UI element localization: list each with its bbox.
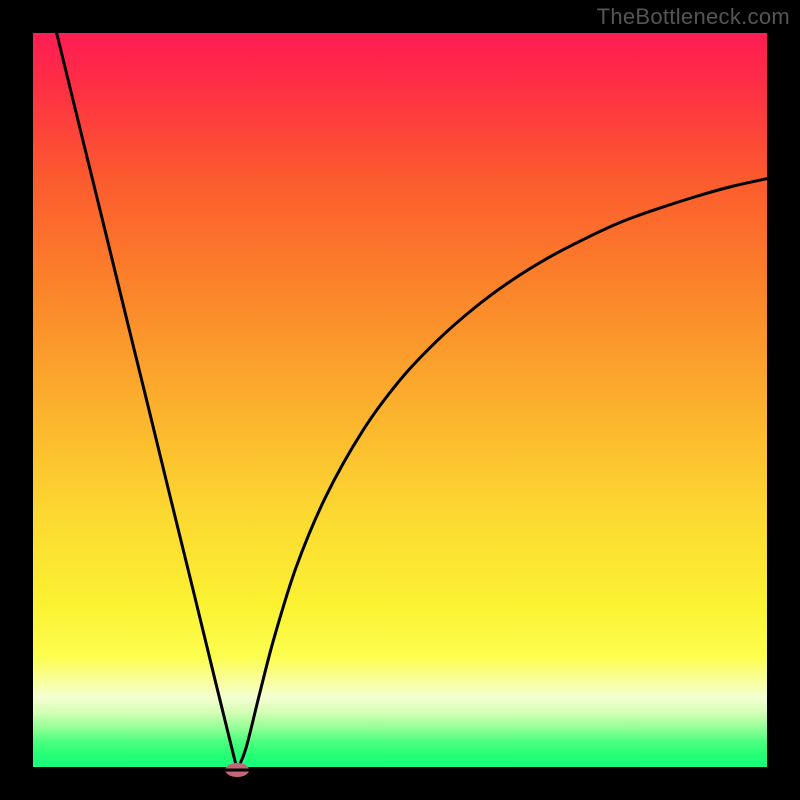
watermark-text: TheBottleneck.com: [597, 4, 790, 30]
chart-stage: TheBottleneck.com: [0, 0, 800, 800]
bottleneck-plot-svg: [0, 0, 800, 800]
gradient-background: [33, 33, 767, 767]
